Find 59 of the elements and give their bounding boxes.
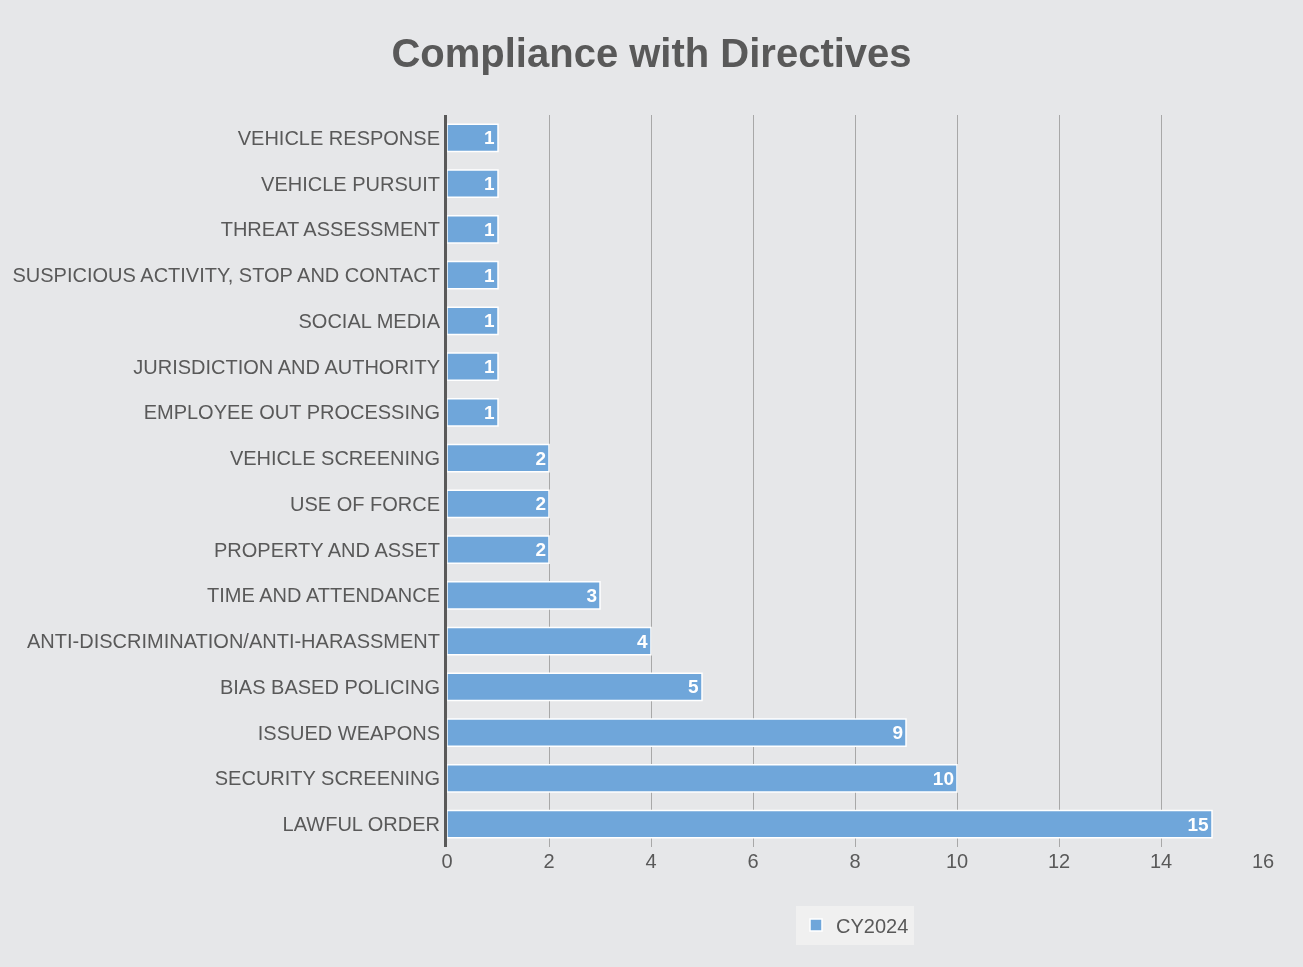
bar [447,580,601,610]
data-label: 1 [484,173,495,195]
y-tick-label: USE OF FORCE [289,492,440,515]
y-tick-label: SOCIAL MEDIA [298,309,441,332]
bar [447,626,652,656]
x-tick-label: 2 [543,850,555,872]
data-label: 1 [484,356,495,378]
y-tick-label: VEHICLE RESPONSE [237,126,440,149]
bar [447,397,499,427]
y-tick-label: ISSUED WEAPONS [257,721,440,744]
bar [447,214,499,244]
data-label: 2 [535,447,546,469]
x-tick-label: 0 [441,850,453,872]
data-label: 1 [484,310,495,332]
bar [447,352,499,382]
bar [447,718,907,748]
x-tick-label: 16 [1251,850,1275,872]
x-tick-label: 8 [849,850,861,872]
y-tick-label: THREAT ASSESSMENT [220,218,440,241]
bar [447,535,550,565]
y-tick-label: ANTI-DISCRIMINATION/ANTI-HARASSMENT [27,630,440,653]
data-label: 1 [484,401,495,423]
data-label: 2 [535,493,546,515]
data-label: 1 [484,127,495,149]
bar [447,123,499,153]
y-tick-label: PROPERTY AND ASSET [213,538,440,561]
y-tick-label: LAWFUL ORDER [282,813,440,836]
y-tick-label: EMPLOYEE OUT PROCESSING [143,401,440,424]
x-tick-label: 12 [1047,850,1071,872]
x-tick-label: 4 [645,850,657,872]
bar [447,489,550,519]
data-label: 3 [586,584,597,606]
x-tick-label: 6 [747,850,759,872]
chart-title: Compliance with Directives [391,30,912,75]
data-label: 4 [637,630,648,652]
y-tick-label: BIAS BASED POLICING [219,675,440,698]
data-label: 1 [484,264,495,286]
legend-label: CY2024 [836,914,909,937]
data-label: 10 [932,767,954,789]
data-label: 9 [892,722,903,744]
bar [447,763,958,793]
y-tick-label: JURISDICTION AND AUTHORITY [133,355,440,378]
data-label: 15 [1187,813,1209,835]
bar [447,306,499,336]
y-tick-label: VEHICLE SCREENING [229,447,440,470]
y-tick-label: SECURITY SCREENING [214,767,440,790]
data-label: 5 [688,676,699,698]
bar [447,260,499,290]
y-tick-label: VEHICLE PURSUIT [261,172,440,195]
bar [447,443,550,473]
data-label: 2 [535,539,546,561]
x-tick-label: 10 [945,850,969,872]
bar [447,809,1213,839]
bar [447,672,703,702]
x-tick-label: 14 [1149,850,1173,872]
bar [447,169,499,199]
data-label: 1 [484,218,495,240]
y-tick-label: TIME AND ATTENDANCE [207,584,440,607]
y-tick-label: SUSPICIOUS ACTIVITY, STOP AND CONTACT [12,264,440,287]
